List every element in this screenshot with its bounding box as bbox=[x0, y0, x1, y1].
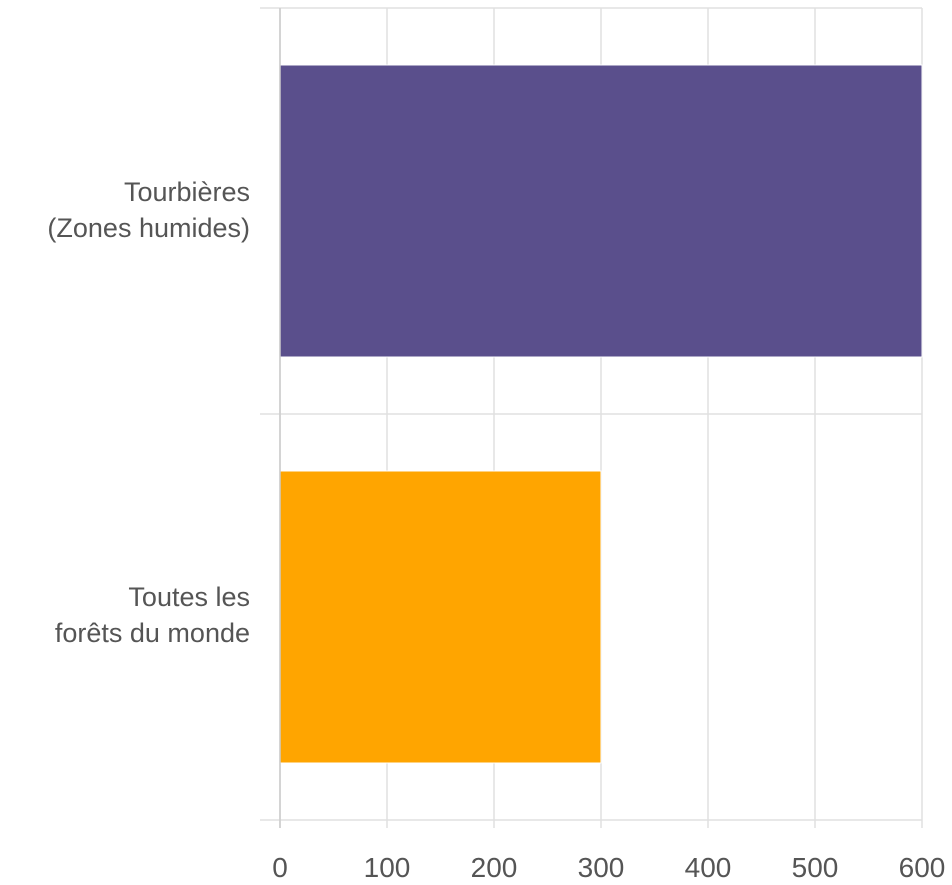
x-tick-label-200: 200 bbox=[471, 852, 518, 883]
category-label-forests: Toutes les forêts du monde bbox=[54, 582, 250, 648]
x-tick-label-0: 0 bbox=[272, 852, 288, 883]
x-tick-label-400: 400 bbox=[685, 852, 732, 883]
x-tick-label-500: 500 bbox=[792, 852, 839, 883]
axis bbox=[260, 7, 922, 828]
x-tick-labels: 0 100 200 300 400 500 600 bbox=[272, 852, 945, 883]
x-tick-label-100: 100 bbox=[364, 852, 411, 883]
x-tick-label-300: 300 bbox=[578, 852, 625, 883]
category-label-peatlands: Tourbières (Zones humides) bbox=[47, 177, 250, 243]
bar-1 bbox=[279, 470, 602, 764]
bars bbox=[279, 64, 923, 764]
x-tick-label-600: 600 bbox=[899, 852, 946, 883]
bar-0 bbox=[279, 64, 923, 358]
